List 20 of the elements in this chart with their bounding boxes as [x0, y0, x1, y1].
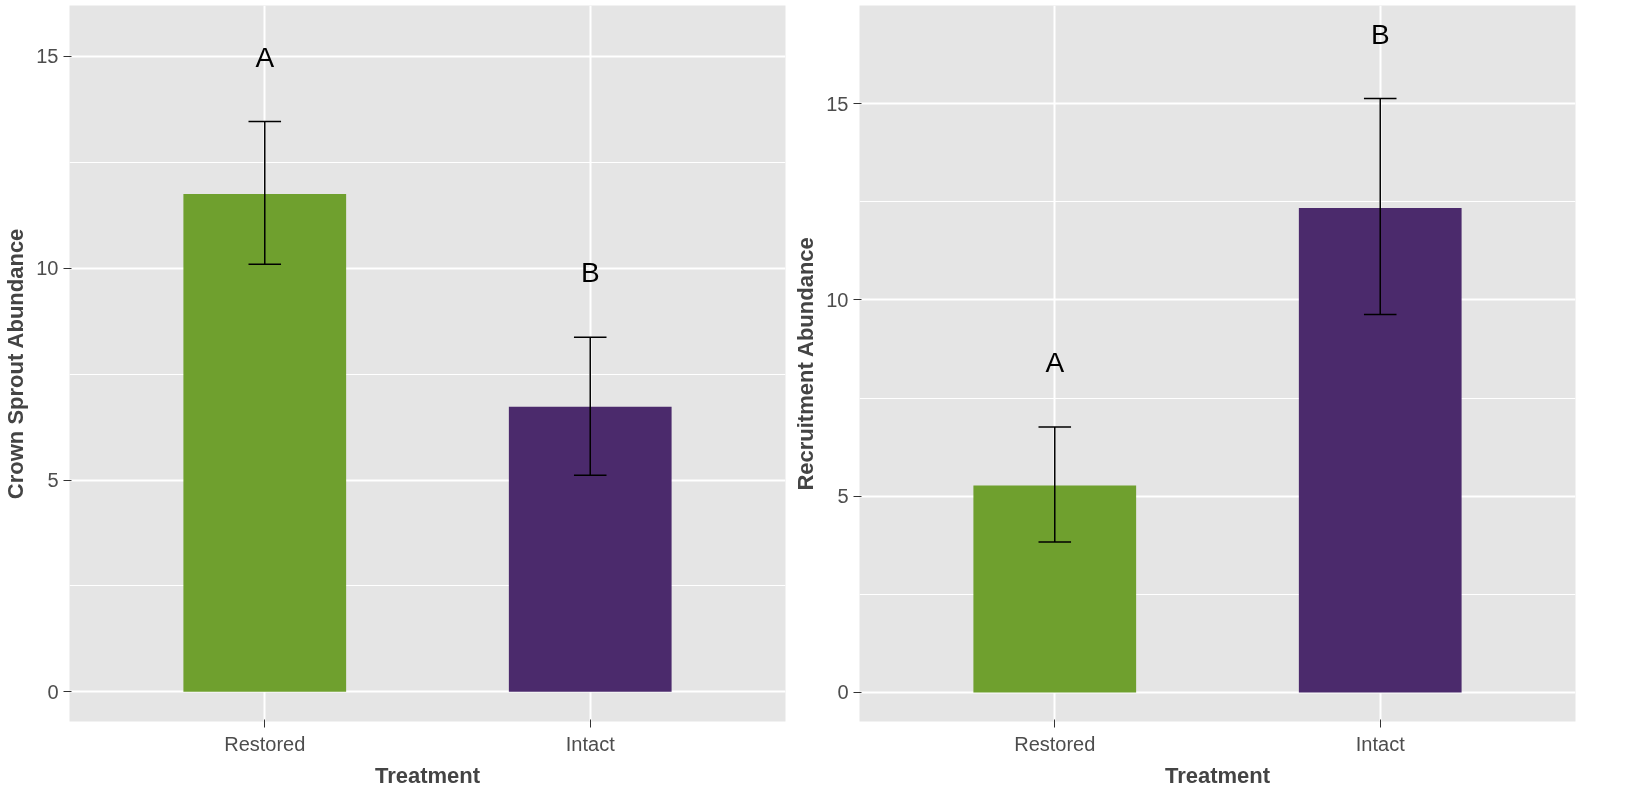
x-tick-label: Intact: [565, 732, 616, 755]
annotation: B: [580, 257, 600, 289]
y-tick-label: 15: [36, 45, 59, 68]
x-tick-label: Intact: [1355, 732, 1406, 755]
y-tick-label: 0: [47, 680, 59, 703]
y-tick-label: 10: [826, 288, 849, 311]
x-tick-label: Restored: [224, 732, 306, 755]
x-axis-title: Treatment: [1164, 762, 1271, 788]
y-tick-label: 0: [837, 681, 849, 704]
annotation: B: [1370, 18, 1390, 50]
y-tick-label: 5: [47, 469, 59, 492]
y-tick-label: 5: [837, 485, 849, 508]
annotation: A: [255, 41, 275, 73]
y-axis-title: Recruitment Abundance: [793, 237, 819, 491]
x-axis-title: Treatment: [374, 762, 481, 788]
y-tick-label: 10: [36, 257, 59, 280]
annotation: A: [1045, 347, 1065, 379]
y-axis-title: Crown Sprout Abundance: [3, 228, 29, 500]
x-tick-label: Restored: [1014, 732, 1096, 755]
y-tick-label: 15: [826, 92, 849, 115]
